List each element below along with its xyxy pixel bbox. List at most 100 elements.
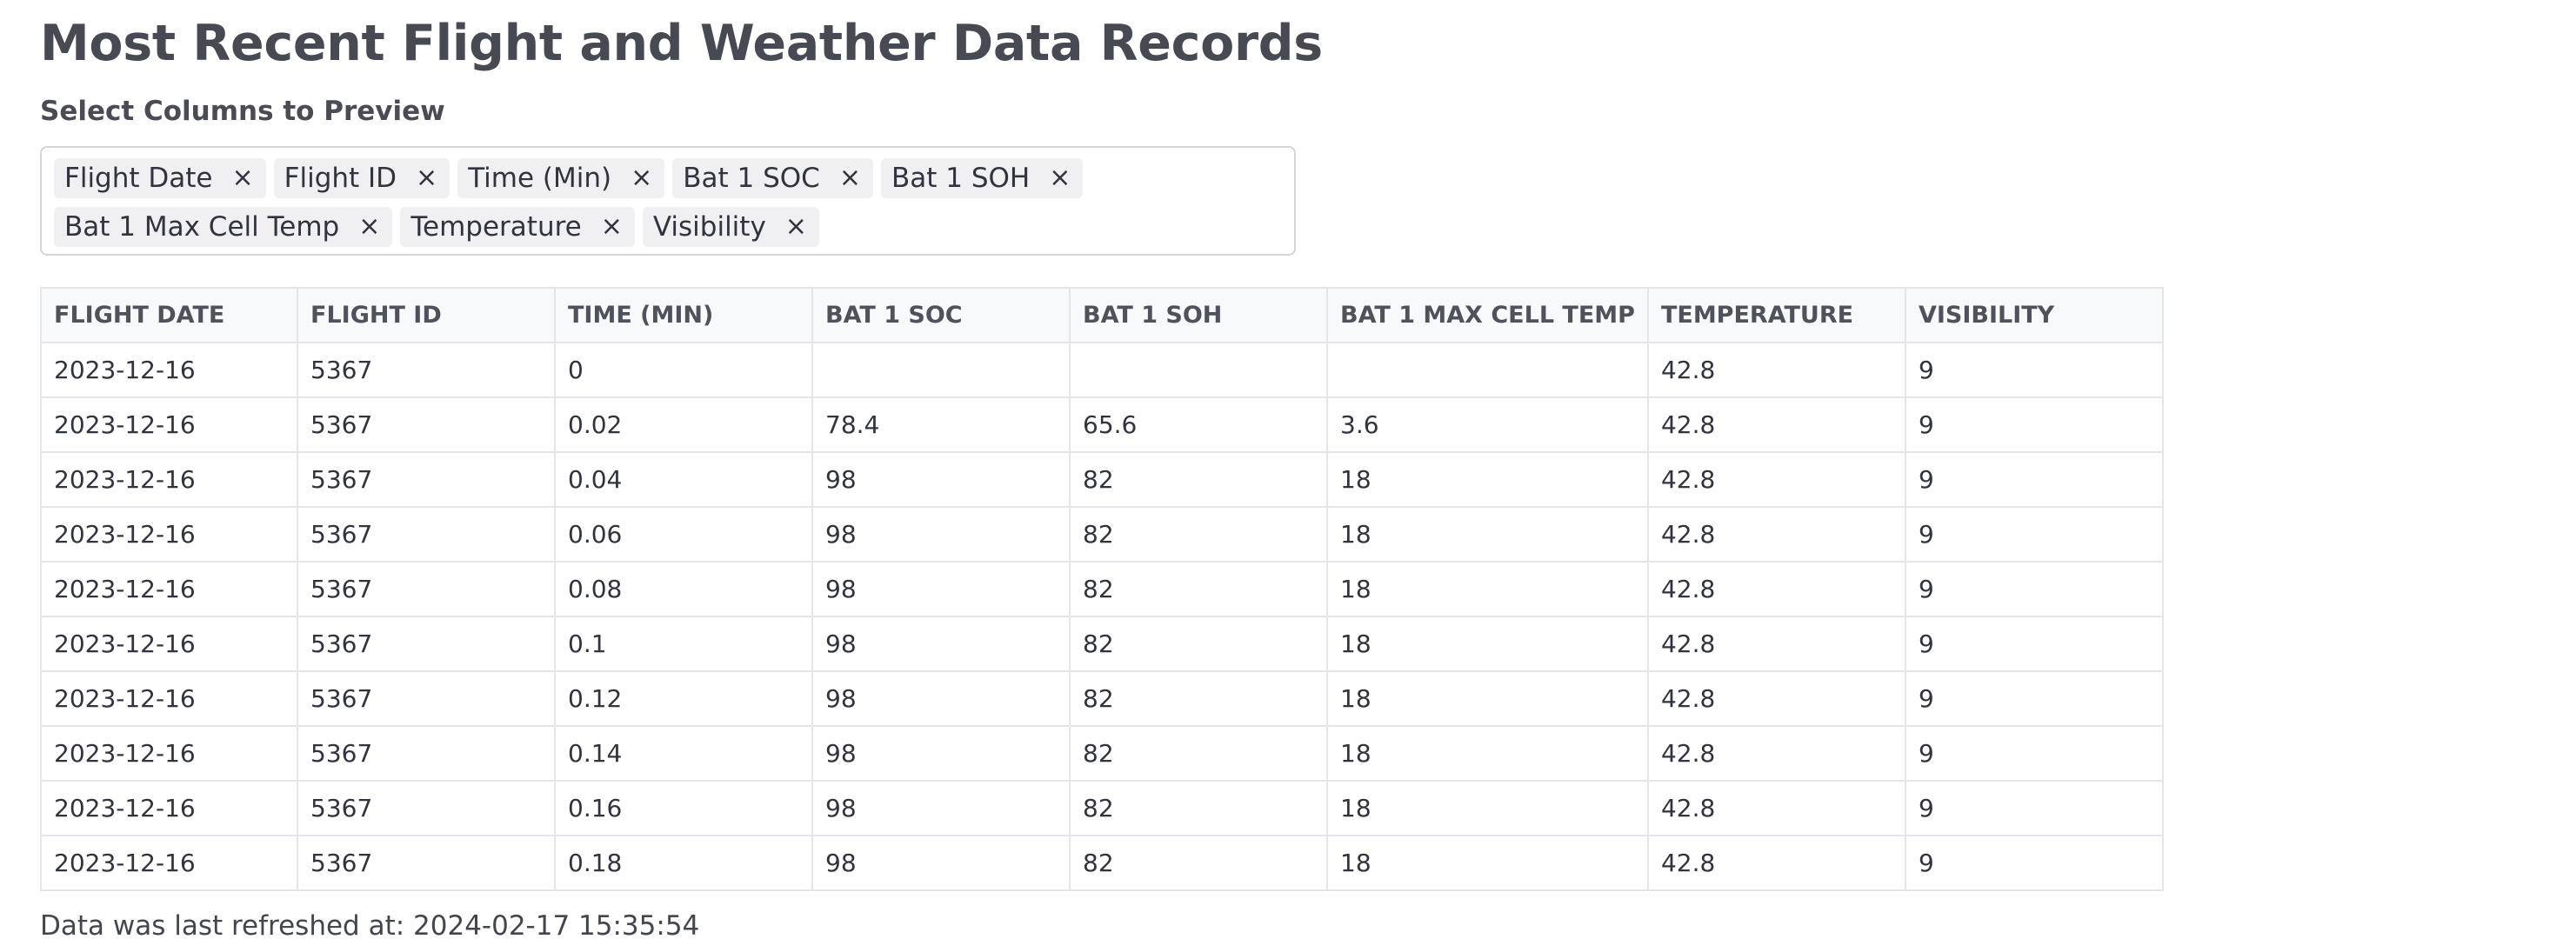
table-cell: 42.8 <box>1646 342 1906 398</box>
remove-chip-icon[interactable]: × <box>784 211 807 242</box>
table-cell: 9 <box>1904 342 2164 398</box>
data-preview-table: FLIGHT DATE FLIGHT ID TIME (MIN) BAT 1 SOC B… <box>40 287 2164 891</box>
table-row: 2023-12-16 5367 0.02 78.4 65.6 3.6 42.8 9 <box>40 396 2164 453</box>
table-cell <box>811 342 1071 398</box>
table-cell: 5367 <box>297 342 556 398</box>
table-row: 2023-12-16 5367 0.14 98 82 18 42.8 9 <box>40 725 2164 782</box>
table-cell: 9 <box>1904 670 2164 727</box>
table-cell: 2023-12-16 <box>40 670 298 727</box>
table-row: 2023-12-16 5367 0.1 98 82 18 42.8 9 <box>40 616 2164 672</box>
table-cell <box>1069 342 1328 398</box>
table-cell: 18 <box>1326 780 1649 836</box>
table-cell: 82 <box>1069 670 1328 727</box>
table-row: 2023-12-16 5367 0.12 98 82 18 42.8 9 <box>40 670 2164 727</box>
table-cell: 18 <box>1326 835 1649 891</box>
table-cell: 18 <box>1326 725 1649 782</box>
table-cell: 98 <box>811 451 1071 508</box>
main-content: Most Recent Flight and Weather Data Reco… <box>40 12 2197 939</box>
table-cell: 42.8 <box>1646 396 1906 453</box>
column-chip[interactable]: Temperature × <box>400 207 635 247</box>
table-cell: 42.8 <box>1646 506 1906 563</box>
table-cell: 9 <box>1904 616 2164 672</box>
column-chip[interactable]: Bat 1 Max Cell Temp × <box>54 207 393 247</box>
table-cell: 0 <box>554 342 813 398</box>
table-cell: 18 <box>1326 670 1649 727</box>
table-cell: 5367 <box>297 835 556 891</box>
table-cell: 9 <box>1904 835 2164 891</box>
remove-chip-icon[interactable]: × <box>358 211 381 242</box>
table-cell: 82 <box>1069 616 1328 672</box>
remove-chip-icon[interactable]: × <box>231 163 254 193</box>
column-chip[interactable]: Bat 1 SOC × <box>672 158 873 198</box>
column-chip-label: Bat 1 Max Cell Temp <box>64 211 340 243</box>
table-cell: 9 <box>1904 725 2164 782</box>
column-chip[interactable]: Time (Min) × <box>457 158 665 198</box>
column-header[interactable]: TIME (MIN) <box>554 287 813 343</box>
last-refreshed-note: Data was last refreshed at: 2024-02-17 1… <box>40 910 700 939</box>
table-cell: 42.8 <box>1646 725 1906 782</box>
table-cell: 0.18 <box>554 835 813 891</box>
table-row: 2023-12-16 5367 0.04 98 82 18 42.8 9 <box>40 451 2164 508</box>
table-cell: 18 <box>1326 561 1649 617</box>
remove-chip-icon[interactable]: × <box>631 163 653 193</box>
table-cell: 9 <box>1904 396 2164 453</box>
column-header[interactable]: BAT 1 SOH <box>1069 287 1328 343</box>
table-cell: 98 <box>811 506 1071 563</box>
table-cell: 2023-12-16 <box>40 835 298 891</box>
remove-chip-icon[interactable]: × <box>416 163 438 193</box>
column-header[interactable]: FLIGHT ID <box>297 287 556 343</box>
table-cell: 3.6 <box>1326 396 1649 453</box>
table-cell: 2023-12-16 <box>40 506 298 563</box>
table-cell: 82 <box>1069 780 1328 836</box>
column-header[interactable]: BAT 1 MAX CELL TEMP <box>1326 287 1649 343</box>
table-row: 2023-12-16 5367 0.18 98 82 18 42.8 9 <box>40 835 2164 891</box>
table-row: 2023-12-16 5367 0.16 98 82 18 42.8 9 <box>40 780 2164 836</box>
table-row: 2023-12-16 5367 0.06 98 82 18 42.8 9 <box>40 506 2164 563</box>
column-chip[interactable]: Visibility × <box>642 207 819 247</box>
column-chip-label: Flight Date <box>64 163 213 194</box>
table-cell: 9 <box>1904 780 2164 836</box>
table-cell: 2023-12-16 <box>40 616 298 672</box>
table-cell: 9 <box>1904 561 2164 617</box>
table-cell: 42.8 <box>1646 451 1906 508</box>
column-chip-label: Bat 1 SOH <box>891 163 1031 194</box>
remove-chip-icon[interactable]: × <box>838 163 861 193</box>
table-cell: 0.02 <box>554 396 813 453</box>
table-cell: 0.12 <box>554 670 813 727</box>
table-cell: 2023-12-16 <box>40 561 298 617</box>
table-cell: 82 <box>1069 561 1328 617</box>
table-cell: 65.6 <box>1069 396 1328 453</box>
table-cell: 18 <box>1326 616 1649 672</box>
column-header[interactable]: VISIBILITY <box>1904 287 2164 343</box>
table-cell: 5367 <box>297 725 556 782</box>
column-header[interactable]: BAT 1 SOC <box>811 287 1071 343</box>
table-cell: 18 <box>1326 451 1649 508</box>
table-cell: 82 <box>1069 506 1328 563</box>
table-cell <box>1326 342 1649 398</box>
column-chip[interactable]: Flight ID × <box>273 158 450 198</box>
table-cell: 82 <box>1069 451 1328 508</box>
table-cell: 98 <box>811 780 1071 836</box>
table-cell: 78.4 <box>811 396 1071 453</box>
table-cell: 5367 <box>297 396 556 453</box>
table-cell: 5367 <box>297 506 556 563</box>
table-cell: 98 <box>811 561 1071 617</box>
column-header[interactable]: FLIGHT DATE <box>40 287 298 343</box>
column-header[interactable]: TEMPERATURE <box>1646 287 1906 343</box>
column-multiselect[interactable]: Flight Date × Flight ID × Time (Min) × Bat 1 S… <box>40 146 1296 256</box>
column-chip-label: Bat 1 SOC <box>683 163 820 194</box>
table-cell: 5367 <box>297 670 556 727</box>
column-chip-label: Flight ID <box>284 163 397 194</box>
table-cell: 0.08 <box>554 561 813 617</box>
remove-chip-icon[interactable]: × <box>600 211 623 242</box>
table-cell: 98 <box>811 616 1071 672</box>
remove-chip-icon[interactable]: × <box>1049 163 1071 193</box>
table-row: 2023-12-16 5367 0 42.8 9 <box>40 342 2164 398</box>
table-cell: 82 <box>1069 835 1328 891</box>
table-cell: 82 <box>1069 725 1328 782</box>
column-chip[interactable]: Bat 1 SOH × <box>880 158 1084 198</box>
column-chip[interactable]: Flight Date × <box>54 158 266 198</box>
page-title: Most Recent Flight and Weather Data Reco… <box>40 15 1323 72</box>
table-cell: 42.8 <box>1646 670 1906 727</box>
table-cell: 0.06 <box>554 506 813 563</box>
